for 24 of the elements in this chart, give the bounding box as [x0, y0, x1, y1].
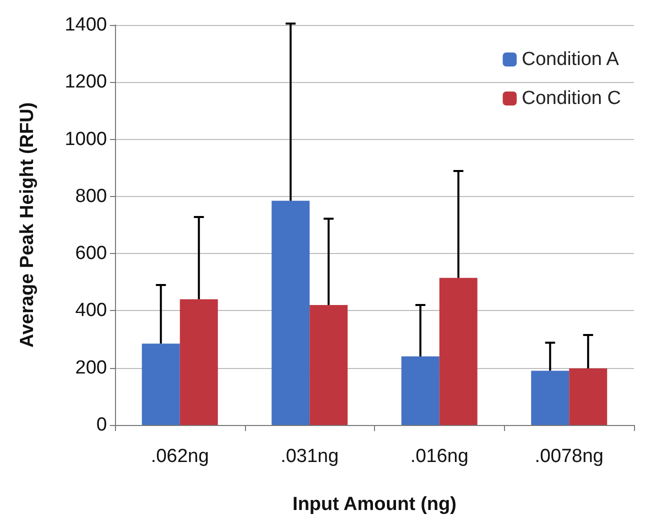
legend-label: Condition C — [522, 88, 622, 109]
legend-label: Condition A — [522, 49, 620, 70]
bar — [569, 368, 608, 425]
bar — [142, 344, 180, 425]
y-tick-label: 600 — [75, 243, 107, 264]
bar — [310, 305, 348, 425]
y-tick-label: 1400 — [64, 14, 107, 36]
y-tick-label: 0 — [96, 414, 107, 436]
x-tick-label: .0078ng — [534, 446, 604, 467]
y-tick-label: 800 — [75, 186, 107, 207]
bar — [401, 356, 440, 425]
y-tick-label: 200 — [75, 357, 107, 378]
y-tick-label: 400 — [75, 300, 107, 322]
x-tick-label: .031ng — [280, 446, 339, 467]
bar — [439, 278, 478, 425]
bar — [531, 370, 570, 425]
y-axis-title: Average Peak Height (RFU) — [17, 102, 38, 348]
x-tick-label: .062ng — [150, 446, 209, 467]
y-tick-label: 1200 — [64, 72, 107, 93]
bar — [272, 200, 310, 425]
x-tick-label: .016ng — [410, 446, 468, 467]
x-axis-title: Input Amount (ng) — [292, 494, 456, 515]
bar — [180, 299, 218, 425]
y-tick-label: 1000 — [64, 128, 107, 150]
